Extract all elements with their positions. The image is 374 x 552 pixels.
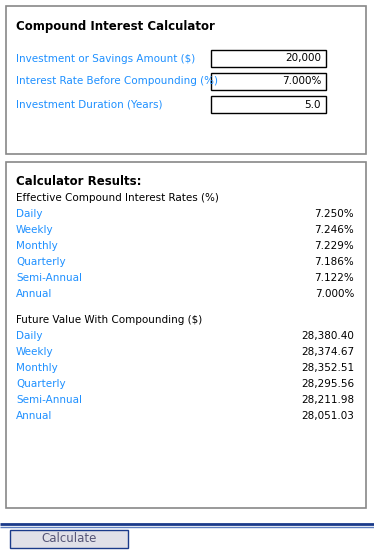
- Text: Semi-Annual: Semi-Annual: [16, 273, 82, 283]
- Text: 7.000%: 7.000%: [282, 77, 321, 87]
- FancyBboxPatch shape: [211, 73, 326, 90]
- FancyBboxPatch shape: [211, 96, 326, 113]
- Text: 7.000%: 7.000%: [315, 289, 354, 299]
- Text: Weekly: Weekly: [16, 347, 53, 357]
- Text: Investment or Savings Amount ($): Investment or Savings Amount ($): [16, 54, 195, 63]
- Text: 20,000: 20,000: [285, 54, 321, 63]
- Text: 7.186%: 7.186%: [314, 257, 354, 267]
- Text: Investment Duration (Years): Investment Duration (Years): [16, 99, 162, 109]
- Text: Monthly: Monthly: [16, 363, 58, 373]
- Text: Monthly: Monthly: [16, 241, 58, 251]
- Text: 7.229%: 7.229%: [314, 241, 354, 251]
- Text: Daily: Daily: [16, 209, 43, 219]
- FancyBboxPatch shape: [6, 6, 366, 154]
- Text: Semi-Annual: Semi-Annual: [16, 395, 82, 405]
- FancyBboxPatch shape: [6, 162, 366, 508]
- Text: 5.0: 5.0: [304, 99, 321, 109]
- Text: 28,295.56: 28,295.56: [301, 379, 354, 389]
- Text: 28,352.51: 28,352.51: [301, 363, 354, 373]
- Text: 7.246%: 7.246%: [314, 225, 354, 235]
- Text: Effective Compound Interest Rates (%): Effective Compound Interest Rates (%): [16, 193, 219, 203]
- Text: Calculate: Calculate: [41, 533, 97, 545]
- Text: 28,380.40: 28,380.40: [301, 331, 354, 341]
- Text: 7.122%: 7.122%: [314, 273, 354, 283]
- Text: 28,374.67: 28,374.67: [301, 347, 354, 357]
- Text: Annual: Annual: [16, 289, 52, 299]
- Text: 28,051.03: 28,051.03: [301, 411, 354, 421]
- Text: Daily: Daily: [16, 331, 43, 341]
- Text: Weekly: Weekly: [16, 225, 53, 235]
- Text: Quarterly: Quarterly: [16, 379, 65, 389]
- Text: Future Value With Compounding ($): Future Value With Compounding ($): [16, 315, 202, 325]
- Text: Annual: Annual: [16, 411, 52, 421]
- FancyBboxPatch shape: [211, 50, 326, 67]
- Text: Quarterly: Quarterly: [16, 257, 65, 267]
- Text: Compound Interest Calculator: Compound Interest Calculator: [16, 20, 215, 33]
- Text: Calculator Results:: Calculator Results:: [16, 175, 141, 188]
- Text: 28,211.98: 28,211.98: [301, 395, 354, 405]
- Text: Interest Rate Before Compounding (%): Interest Rate Before Compounding (%): [16, 77, 218, 87]
- Text: 7.250%: 7.250%: [315, 209, 354, 219]
- FancyBboxPatch shape: [10, 530, 128, 548]
